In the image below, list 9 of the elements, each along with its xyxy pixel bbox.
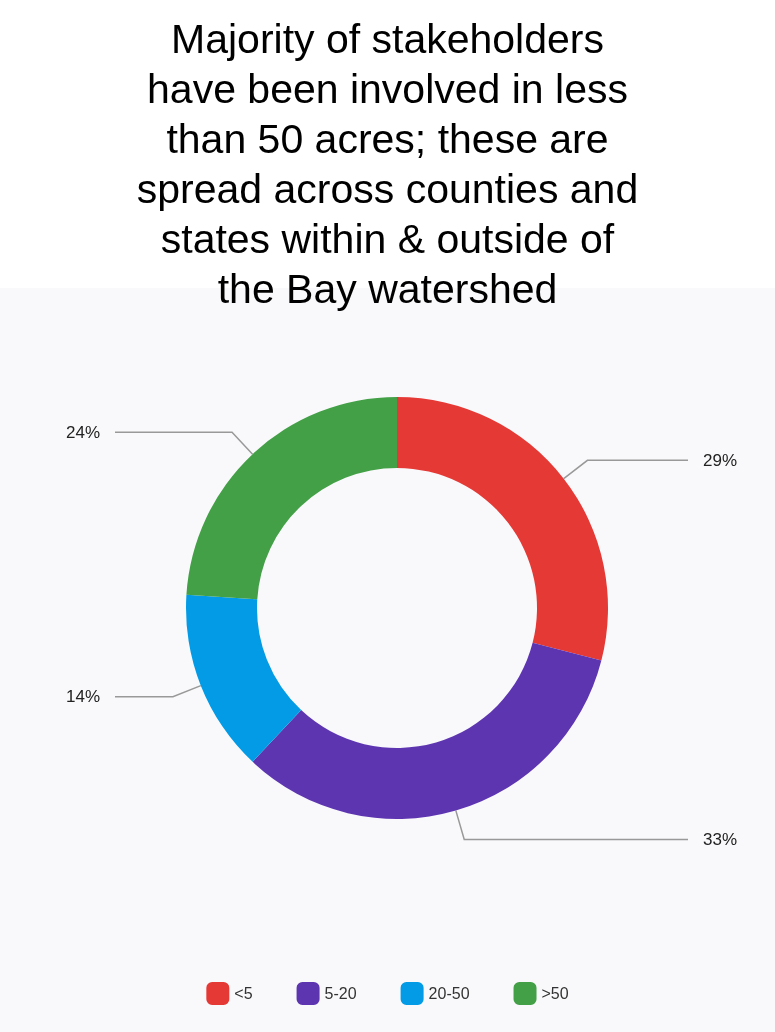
data-label: 14% xyxy=(65,687,100,707)
legend-label: >50 xyxy=(541,985,569,1002)
data-label: 33% xyxy=(703,829,738,849)
chart-title: Majority of stakeholders have been involved in less than 50 acres; these are spread across counties and states within & outside of the Bay watershed xyxy=(135,15,640,314)
data-label: 24% xyxy=(65,422,100,442)
legend-label: 5-20 xyxy=(324,985,357,1002)
legend-label: <5 xyxy=(234,985,253,1002)
data-label: 29% xyxy=(703,450,738,470)
legend-label: 20-50 xyxy=(428,985,470,1002)
